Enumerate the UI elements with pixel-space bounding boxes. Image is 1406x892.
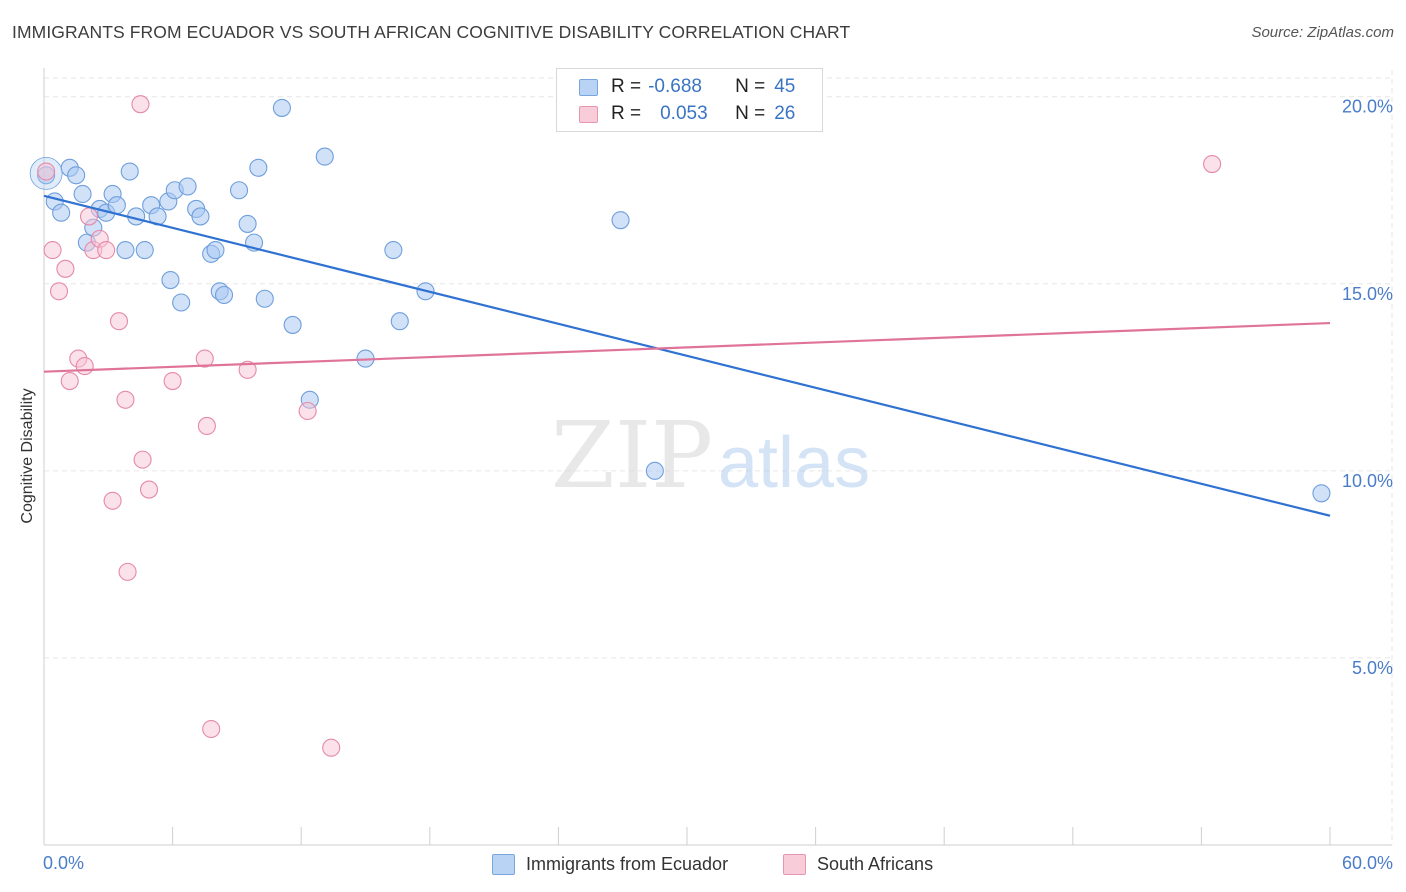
- data-point-south-african: [163, 372, 182, 391]
- data-point-ecuador: [73, 184, 92, 204]
- watermark: ZIP atlas: [551, 402, 870, 509]
- south-african-points: [37, 95, 1222, 757]
- r-label: R =: [611, 76, 642, 97]
- chart-title: IMMIGRANTS FROM ECUADOR VS SOUTH AFRICAN…: [12, 22, 851, 42]
- legend-label-south-african: South Africans: [817, 853, 934, 874]
- data-point-ecuador: [67, 166, 86, 185]
- data-point-ecuador: [249, 158, 268, 177]
- data-point-south-african: [131, 95, 150, 114]
- data-point-ecuador: [172, 293, 191, 312]
- data-point-south-african: [238, 360, 257, 379]
- n-value: 45: [774, 76, 796, 97]
- data-point-south-african: [56, 259, 75, 278]
- data-point-south-african: [298, 401, 317, 421]
- south-african-legend-swatch: [783, 853, 806, 875]
- data-point-south-african: [103, 491, 122, 510]
- data-point-ecuador: [645, 461, 664, 480]
- data-point-ecuador: [229, 181, 249, 200]
- r-label: R =: [611, 103, 642, 124]
- data-point-ecuador: [116, 241, 135, 260]
- south-african-swatch: [579, 105, 598, 123]
- tick-labels: 5.0% 10.0% 15.0% 20.0% 0.0% 60.0%: [43, 97, 1393, 873]
- data-point-ecuador: [315, 147, 334, 166]
- data-point-ecuador: [611, 211, 630, 230]
- ecuador-legend-swatch: [492, 853, 515, 875]
- data-point-south-african: [60, 372, 79, 391]
- watermark-zip: ZIP: [551, 402, 713, 509]
- data-point-south-african: [109, 312, 129, 331]
- stats-row-ecuador: R = -0.688 N = 45: [579, 75, 795, 99]
- data-point-ecuador: [191, 207, 210, 226]
- gridlines: [44, 70, 1393, 845]
- data-point-ecuador: [238, 214, 257, 233]
- data-point-south-african: [197, 416, 216, 436]
- data-point-south-african: [322, 738, 341, 757]
- data-point-ecuador: [384, 241, 403, 260]
- data-point-south-african: [118, 562, 137, 581]
- n-label: N =: [735, 76, 766, 97]
- data-point-south-african: [49, 282, 69, 301]
- n-value: 26: [774, 103, 796, 124]
- data-point-south-african: [97, 241, 116, 260]
- data-point-south-african: [202, 719, 221, 739]
- x-tick-label: 60.0%: [1342, 853, 1393, 873]
- n-label: N =: [735, 103, 766, 124]
- y-tick-label: 20.0%: [1342, 97, 1393, 117]
- data-point-south-african: [139, 480, 159, 499]
- data-point-south-african: [195, 349, 214, 368]
- data-point-ecuador: [178, 177, 197, 196]
- data-point-south-african: [116, 390, 135, 409]
- trend-line-ecuador: [43, 194, 1331, 517]
- y-tick-label: 15.0%: [1342, 284, 1393, 304]
- legend-label-ecuador: Immigrants from Ecuador: [526, 853, 729, 874]
- data-point-ecuador: [1312, 484, 1331, 503]
- data-point-ecuador: [390, 312, 409, 331]
- data-point-ecuador: [214, 285, 234, 305]
- data-point-ecuador: [272, 98, 291, 117]
- x-tick-label: 0.0%: [43, 853, 84, 873]
- y-tick-label: 5.0%: [1352, 658, 1393, 678]
- data-point-ecuador: [161, 270, 180, 290]
- r-value: -0.688: [648, 76, 702, 97]
- r-value: 0.053: [660, 103, 708, 124]
- data-point-ecuador: [120, 162, 139, 181]
- data-point-ecuador: [255, 289, 274, 308]
- axes: [43, 68, 1392, 846]
- stats-row-south-african: R = 0.053 N = 26: [579, 102, 795, 126]
- data-point-south-african: [1203, 155, 1222, 174]
- data-point-ecuador: [206, 241, 225, 260]
- data-point-ecuador: [52, 203, 71, 222]
- watermark-atlas: atlas: [718, 423, 870, 503]
- legend-item-ecuador[interactable]: Immigrants from Ecuador: [492, 852, 728, 876]
- data-point-south-african: [37, 162, 56, 181]
- ecuador-swatch: [579, 78, 598, 96]
- stats-box: R = -0.688 N = 45 R = 0.053 N = 26: [556, 68, 823, 132]
- data-point-south-african: [43, 241, 62, 260]
- data-point-south-african: [133, 450, 152, 469]
- data-point-south-african: [75, 357, 94, 376]
- data-point-ecuador: [283, 315, 302, 334]
- source-label: Source: ZipAtlas.com: [1251, 24, 1394, 41]
- data-point-ecuador: [107, 196, 126, 215]
- legend-item-south-african[interactable]: South Africans: [783, 852, 933, 876]
- trend-line-south-african: [43, 321, 1331, 373]
- y-tick-label: 10.0%: [1342, 471, 1393, 491]
- trend-lines: [43, 194, 1331, 517]
- data-point-south-african: [79, 207, 99, 226]
- data-point-ecuador: [135, 241, 154, 260]
